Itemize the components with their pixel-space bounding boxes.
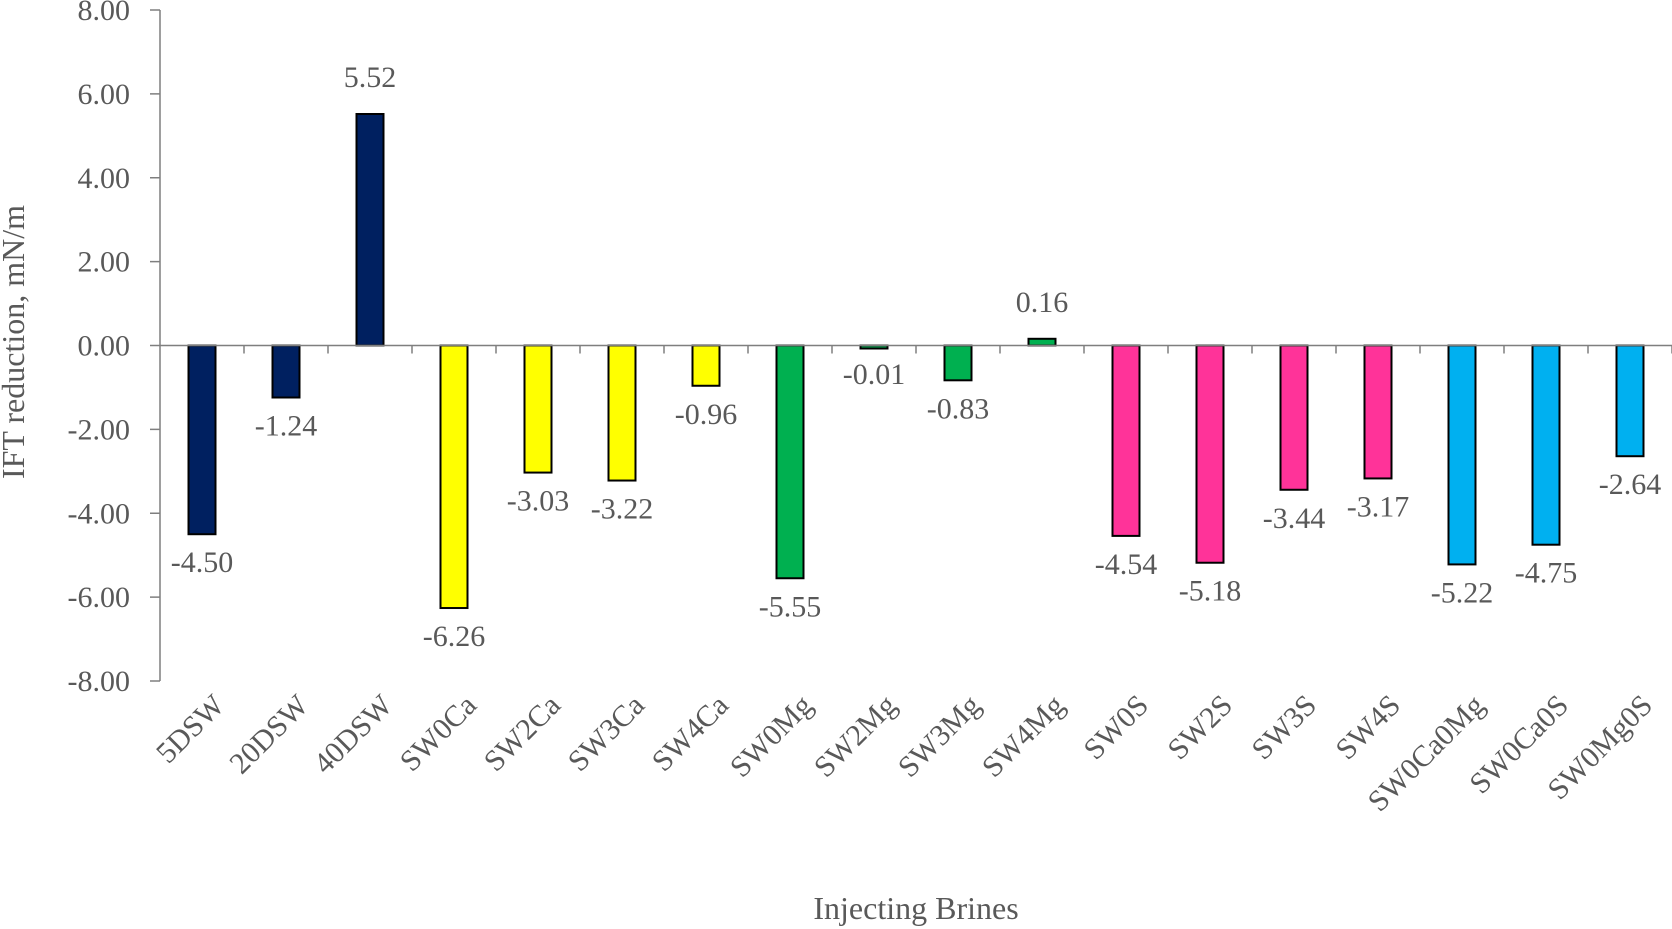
data-label-SW2Mg: -0.01 — [843, 358, 906, 391]
y-axis-title: IFT reduction, mN/m — [0, 205, 31, 479]
x-category-label: SW0Ca — [394, 689, 483, 778]
x-category-label: SW3Mg — [892, 689, 987, 784]
x-axis-title: Injecting Brines — [813, 890, 1018, 926]
data-label-SW0S: -4.54 — [1095, 548, 1158, 581]
data-label-SW2S: -5.18 — [1179, 575, 1242, 608]
x-category-label: SW4Ca — [646, 689, 735, 778]
bars-group — [187, 113, 1645, 610]
bar-SW0Mg — [775, 344, 805, 580]
data-label-SW4Ca: -0.96 — [675, 398, 738, 431]
y-tick-label: 4.00 — [78, 162, 131, 195]
x-category-label: SW2Mg — [808, 689, 903, 784]
data-label-SW0Ca0S: -4.75 — [1515, 557, 1578, 590]
bar-SW0Ca — [439, 344, 469, 610]
data-label-SW2Ca: -3.03 — [507, 485, 570, 518]
x-category-label: SW3S — [1245, 689, 1323, 767]
y-tick-label: -2.00 — [68, 413, 131, 446]
bar-SW2Ca — [523, 344, 553, 474]
y-tick-label: -8.00 — [68, 665, 131, 698]
bar-SW0Ca0S — [1531, 344, 1561, 546]
bar-SW4Mg — [1027, 337, 1057, 347]
y-tick-label: 8.00 — [78, 0, 131, 27]
x-category-label: SW0Mg — [724, 689, 819, 784]
data-label-SW4Mg: 0.16 — [1016, 286, 1069, 319]
bar-SW0S — [1111, 344, 1141, 537]
data-label-SW0Mg: -5.55 — [759, 590, 822, 623]
y-tick-label: 0.00 — [78, 330, 131, 363]
y-axis: 8.00 6.00 4.00 2.00 0.00 -2.00 -4.00 -6.00 -8.00 — [68, 0, 161, 698]
bar-20DSW — [271, 344, 301, 399]
data-label-SW4S: -3.17 — [1347, 490, 1410, 523]
x-category-label: SW2Ca — [478, 689, 567, 778]
x-category-label: SW3Ca — [562, 689, 651, 778]
x-category-label: SW0S — [1077, 689, 1155, 767]
data-label-SW3Mg: -0.83 — [927, 392, 990, 425]
bar-SW3Ca — [607, 344, 637, 482]
data-label-5DSW: -4.50 — [171, 546, 234, 579]
y-tick-label: 2.00 — [78, 246, 131, 279]
data-label-SW0Mg0S: -2.64 — [1599, 468, 1662, 501]
x-category-label: SW4S — [1329, 689, 1407, 767]
x-axis: 5DSW20DSW40DSWSW0CaSW2CaSW3CaSW4CaSW0MgS… — [150, 688, 1659, 818]
x-category-label: SW4Mg — [976, 689, 1071, 784]
bar-SW2S — [1195, 344, 1225, 564]
x-category-label: SW2S — [1161, 689, 1239, 767]
x-category-label: 20DSW — [223, 688, 315, 780]
data-label-SW3S: -3.44 — [1263, 502, 1326, 535]
x-category-label: 40DSW — [307, 688, 399, 780]
bar-SW0Mg0S — [1615, 344, 1645, 458]
y-tick-label: 6.00 — [78, 78, 131, 111]
bar-SW4Ca — [691, 344, 721, 387]
data-labels-group: -4.50 -1.24 5.52 -6.26 -3.03 -3.22 -0.96 -5.55 -… — [171, 61, 1662, 653]
data-label-SW0Ca0Mg: -5.22 — [1431, 576, 1494, 609]
bar-SW3S — [1279, 344, 1309, 491]
y-tick-label: -4.00 — [68, 497, 131, 530]
bar-SW0Ca0Mg — [1447, 344, 1477, 566]
bar-40DSW — [355, 113, 385, 347]
data-label-SW0Ca: -6.26 — [423, 620, 486, 653]
data-label-20DSW: -1.24 — [255, 410, 318, 443]
bar-SW3Mg — [943, 344, 973, 382]
x-category-label: 5DSW — [150, 688, 232, 770]
data-label-40DSW: 5.52 — [344, 61, 397, 94]
bar-SW4S — [1363, 344, 1393, 480]
y-tick-label: -6.00 — [68, 581, 131, 614]
zero-axis-line — [160, 344, 1672, 354]
data-label-SW3Ca: -3.22 — [591, 493, 654, 526]
bar-5DSW — [187, 344, 217, 536]
